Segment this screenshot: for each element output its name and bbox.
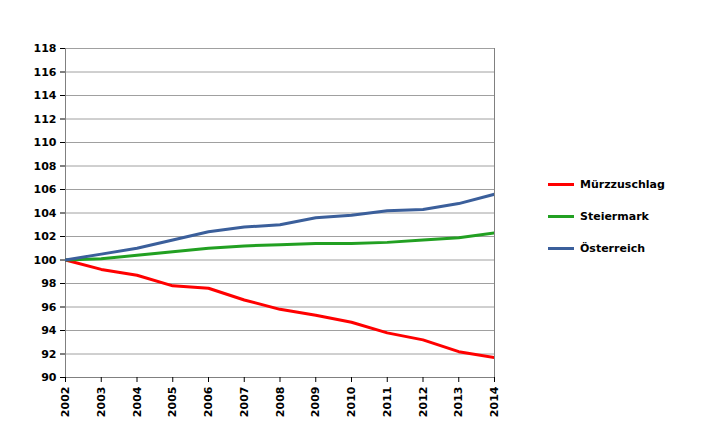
- svg-text:110: 110: [34, 136, 57, 149]
- svg-text:96: 96: [41, 301, 57, 314]
- svg-text:2002: 2002: [59, 387, 72, 418]
- svg-text:92: 92: [41, 348, 56, 361]
- svg-text:2013: 2013: [452, 387, 465, 418]
- svg-text:118: 118: [34, 42, 57, 55]
- svg-text:2003: 2003: [95, 387, 108, 418]
- html-text:Österreich: Österreich: [580, 241, 646, 255]
- svg-text:114: 114: [34, 89, 57, 102]
- svg-text:108: 108: [34, 160, 57, 173]
- svg-text:116: 116: [34, 66, 57, 79]
- html-text:Steiermark: Steiermark: [580, 209, 649, 223]
- svg-text:98: 98: [41, 277, 56, 290]
- svg-text:2012: 2012: [417, 387, 430, 418]
- svg-text:106: 106: [34, 183, 57, 196]
- svg-text:2007: 2007: [238, 387, 251, 418]
- svg-text:2004: 2004: [131, 386, 144, 417]
- svg-text:2010: 2010: [345, 386, 358, 417]
- svg-text:100: 100: [34, 254, 57, 267]
- svg-text:102: 102: [34, 230, 57, 243]
- svg-text:104: 104: [34, 207, 57, 220]
- svg-text:2005: 2005: [166, 387, 179, 418]
- svg-text:2006: 2006: [202, 386, 215, 417]
- svg-text:2011: 2011: [381, 387, 394, 418]
- svg-text:2014: 2014: [488, 386, 501, 417]
- svg-text:2009: 2009: [309, 387, 322, 418]
- svg-text:2008: 2008: [274, 387, 287, 418]
- svg-text:90: 90: [41, 371, 57, 384]
- svg-text:94: 94: [41, 324, 57, 337]
- svg-text:112: 112: [34, 113, 57, 126]
- html-text:Mürzzuschlag: Mürzzuschlag: [580, 177, 665, 191]
